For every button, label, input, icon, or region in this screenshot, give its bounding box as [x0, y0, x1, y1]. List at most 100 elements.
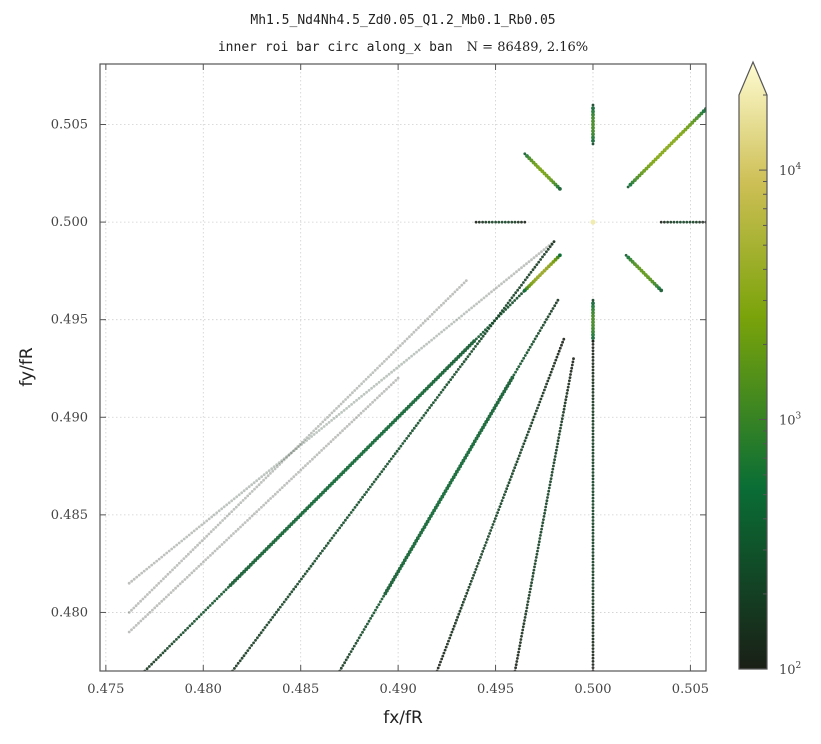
scatter-point: [591, 467, 595, 471]
scatter-point: [443, 648, 447, 652]
scatter-point: [250, 483, 254, 487]
scatter-point: [447, 639, 450, 643]
scatter-point: [690, 120, 695, 125]
scatter-point: [518, 286, 521, 289]
scatter-point: [164, 595, 168, 599]
scatter-point: [369, 617, 372, 620]
scatter-point: [545, 246, 548, 250]
colorbar-tick-label: 104: [779, 162, 802, 179]
scatter-point: [382, 594, 385, 598]
series-vertical-line-bottom: [591, 298, 595, 343]
scatter-point: [449, 633, 453, 637]
scatter-point: [175, 543, 179, 547]
scatter-point: [269, 472, 272, 475]
scatter-point: [528, 590, 532, 594]
scatter-point: [481, 550, 485, 553]
scatter-point: [537, 540, 541, 544]
scatter-point: [321, 420, 325, 424]
chart-title: Mh1.5_Nd4Nh4.5_Zd0.05_Q1.2_Mb0.1_Rb0.05: [250, 13, 555, 28]
scatter-point: [417, 348, 421, 352]
scatter-point: [406, 552, 410, 557]
scatter-point: [354, 641, 358, 645]
axis-ticks: 0.475 0.480 0.485 0.490 0.495 0.500 0.505 0.480…: [51, 64, 709, 697]
scatter-point: [692, 118, 697, 123]
scatter-point: [479, 333, 483, 336]
scatter-point: [568, 379, 571, 383]
scatter-point: [330, 411, 334, 415]
scatter-point: [380, 470, 384, 473]
scatter-point: [442, 368, 447, 373]
scatter-point: [139, 619, 143, 623]
scatter-point: [363, 493, 366, 496]
scatter-point: [163, 649, 167, 653]
scatter-point: [352, 418, 356, 422]
scatter-point: [227, 501, 231, 505]
scatter-point: [359, 411, 363, 415]
scatter-point: [394, 379, 398, 382]
scatter-point: [285, 526, 289, 531]
scatter-point: [480, 298, 483, 302]
scatter-point: [168, 644, 172, 648]
scatter-point: [412, 330, 416, 334]
scatter-point: [437, 332, 441, 336]
scatter-point: [550, 242, 553, 246]
scatter-point: [427, 340, 431, 344]
scatter-point: [490, 526, 494, 529]
scatter-point: [591, 573, 595, 577]
scatter-point: [475, 337, 478, 341]
scatter-point: [549, 370, 553, 374]
scatter-point: [537, 543, 541, 547]
scatter-point: [382, 390, 386, 393]
scatter-point: [493, 517, 497, 520]
scatter-point: [504, 304, 508, 307]
scatter-point: [488, 532, 491, 535]
scatter-point: [335, 415, 338, 418]
scatter-point: [495, 286, 498, 290]
scatter-point: [324, 444, 328, 448]
scatter-point: [166, 647, 169, 650]
scatter-point: [202, 521, 206, 525]
scatter-point: [312, 433, 316, 436]
scatter-point: [457, 612, 461, 616]
x-tick-label: 0.500: [574, 682, 611, 697]
scatter-point: [660, 150, 665, 155]
scatter-point: [591, 307, 595, 312]
scatter-point: [348, 393, 352, 397]
scatter-point: [305, 439, 308, 442]
scatter-point: [162, 597, 166, 601]
scatter-point: [560, 343, 563, 347]
scatter-point: [522, 281, 525, 284]
scatter-point: [349, 650, 353, 653]
scatter-point: [355, 416, 358, 419]
scatter-point: [362, 392, 366, 396]
series-fan-line-3: [435, 337, 566, 671]
scatter-point: [591, 586, 595, 590]
scatter-point: [320, 449, 323, 452]
scatter-point: [252, 481, 256, 485]
scatter-point: [519, 451, 522, 455]
scatter-point: [246, 494, 250, 498]
scatter-point: [423, 319, 427, 323]
scatter-point: [308, 460, 312, 463]
scatter-point: [386, 425, 391, 429]
scatter-point: [530, 343, 534, 346]
scatter-point: [405, 437, 409, 440]
scatter-point: [401, 342, 404, 345]
scatter-point: [545, 318, 548, 321]
scatter-point: [255, 479, 259, 483]
scatter-point: [319, 552, 322, 555]
scatter-point: [435, 334, 438, 338]
scatter-point: [473, 571, 477, 574]
scatter-point: [591, 512, 595, 516]
scatter-point: [330, 419, 333, 422]
scatter-point: [591, 621, 595, 625]
x-tick-label: 0.485: [282, 682, 319, 697]
scatter-point: [391, 577, 396, 582]
scatter-point: [404, 555, 409, 560]
scatter-point: [532, 568, 536, 572]
scatter-point: [591, 519, 595, 522]
scatter-point: [321, 490, 325, 495]
scatter-point: [527, 593, 531, 597]
scatter-point: [197, 564, 201, 568]
scatter-point: [360, 394, 363, 398]
